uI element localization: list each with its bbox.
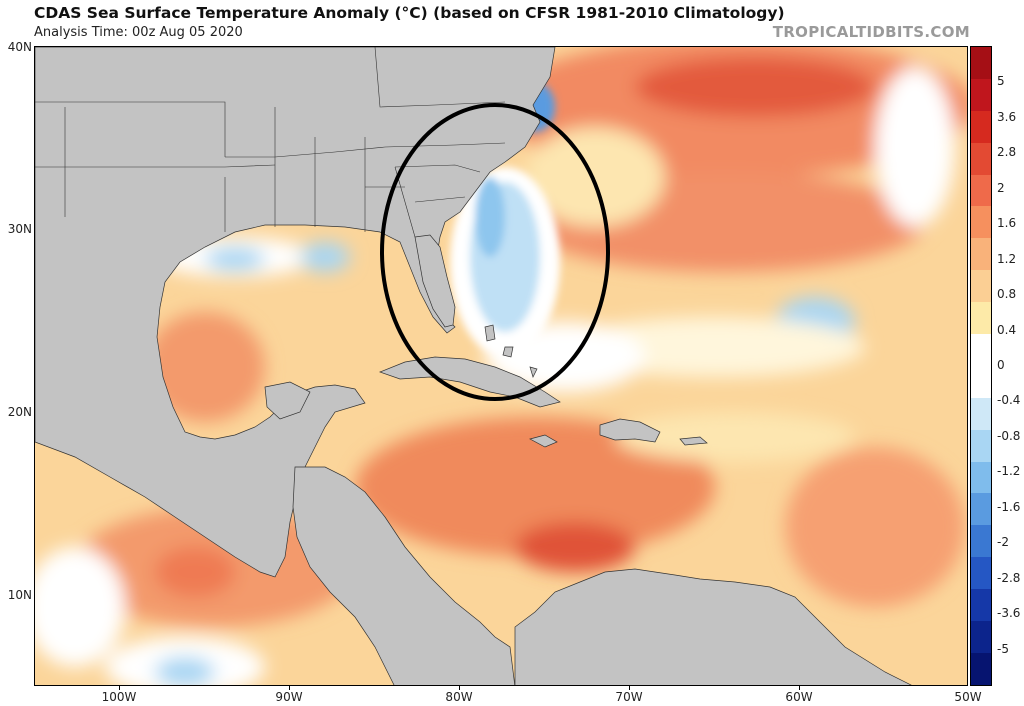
land-masses	[35, 47, 912, 685]
map-canvas	[35, 47, 967, 685]
colorbar-label: -1.2	[997, 464, 1021, 479]
colorbar-segment	[971, 334, 991, 366]
colorbar-segment	[971, 174, 991, 207]
colorbar-segment	[971, 652, 991, 685]
colorbar-label: -3.6	[997, 606, 1021, 621]
colorbar-label: 1.6	[997, 216, 1017, 231]
lon-tick	[799, 686, 800, 690]
lon-label-70w: 70W	[615, 690, 643, 704]
lon-tick	[289, 686, 290, 690]
colorbar-label: 2.8	[997, 145, 1017, 160]
colorbar-segment	[971, 78, 991, 111]
colorbar-label: 5	[997, 74, 1005, 89]
lon-tick	[459, 686, 460, 690]
colorbar-segment	[971, 621, 991, 653]
colorbar-segment	[971, 429, 991, 462]
colorbar-label: -0.4	[997, 393, 1021, 408]
colorbar-label: -0.8	[997, 428, 1021, 443]
lon-label-100w: 100W	[101, 690, 137, 704]
analysis-time: Analysis Time: 00z Aug 05 2020	[34, 25, 243, 40]
colorbar-label: 2	[997, 180, 1005, 195]
lon-label-90w: 90W	[275, 690, 303, 704]
sst-anomaly-map	[34, 46, 968, 686]
colorbar-segment	[971, 525, 991, 558]
colorbar-segment	[971, 110, 991, 143]
colorbar-label: 1.2	[997, 251, 1017, 266]
lon-label-50w: 50W	[954, 690, 982, 704]
lon-tick	[119, 686, 120, 690]
colorbar-label: -1.6	[997, 499, 1021, 514]
colorbar-segment	[971, 365, 991, 398]
colorbar-segment	[971, 270, 991, 303]
lat-label-20n: 20N	[7, 405, 32, 419]
colorbar-label: 0.4	[997, 322, 1017, 337]
lon-label-80w: 80W	[445, 690, 473, 704]
map-title: CDAS Sea Surface Temperature Anomaly (°C…	[34, 4, 785, 22]
colorbar-label: -2	[997, 535, 1009, 550]
lon-label-60w: 60W	[785, 690, 813, 704]
colorbar	[970, 46, 992, 686]
colorbar-segment	[971, 302, 991, 335]
anomaly-blobs	[35, 47, 967, 685]
lat-label-40n: 40N	[7, 40, 32, 54]
colorbar-label: 0.8	[997, 287, 1017, 302]
colorbar-segment	[971, 397, 991, 430]
state-borders	[35, 47, 506, 238]
lat-label-30n: 30N	[7, 222, 32, 236]
highlight-circle	[380, 103, 610, 401]
lon-tick	[629, 686, 630, 690]
colorbar-label: 3.6	[997, 109, 1017, 124]
brand-watermark: TROPICALTIDBITS.COM	[772, 23, 970, 41]
colorbar-segment	[971, 238, 991, 271]
colorbar-segment	[971, 206, 991, 239]
colorbar-segment	[971, 557, 991, 590]
colorbar-segment	[971, 142, 991, 175]
colorbar-segment	[971, 589, 991, 622]
colorbar-segment	[971, 493, 991, 526]
colorbar-segment	[971, 47, 991, 79]
lat-label-10n: 10N	[7, 588, 32, 602]
colorbar-label: 0	[997, 358, 1005, 372]
colorbar-label: -2.8	[997, 570, 1021, 585]
colorbar-label: -5	[997, 641, 1009, 656]
colorbar-segment	[971, 461, 991, 494]
